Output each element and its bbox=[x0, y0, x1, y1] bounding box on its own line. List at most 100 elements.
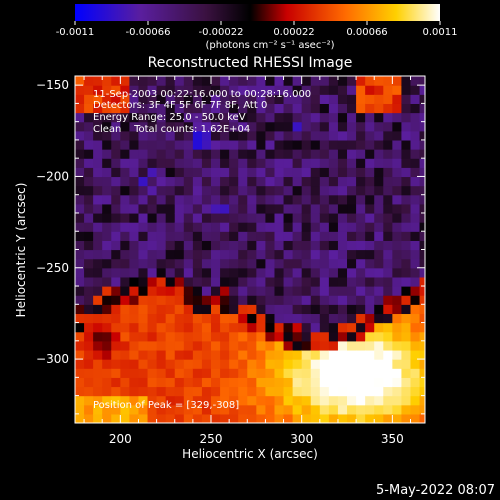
heatmap-cell bbox=[274, 276, 285, 287]
heatmap-cell bbox=[183, 231, 194, 241]
heatmap-cell bbox=[319, 185, 330, 196]
heatmap-cell bbox=[147, 377, 158, 388]
heatmap-cell bbox=[401, 304, 412, 315]
heatmap-cell bbox=[147, 203, 158, 214]
heatmap-cell bbox=[211, 76, 221, 86]
heatmap-cell bbox=[138, 167, 149, 178]
heatmap-cell bbox=[120, 222, 131, 232]
heatmap-cell bbox=[383, 331, 393, 342]
annotation-time-range: 11-Sep-2003 00:22:16.000 to 00:28:16.000 bbox=[93, 89, 311, 100]
heatmap-cell bbox=[238, 185, 248, 196]
heatmap-cell bbox=[401, 112, 412, 123]
heatmap-cell bbox=[383, 368, 393, 378]
heatmap-cell bbox=[220, 404, 230, 415]
heatmap-cell bbox=[328, 331, 339, 342]
heatmap-cell bbox=[129, 258, 140, 269]
heatmap-cell bbox=[84, 94, 94, 104]
heatmap-cell bbox=[102, 103, 112, 114]
heatmap-cell bbox=[111, 149, 121, 159]
heatmap-cell bbox=[111, 413, 121, 423]
heatmap-cell bbox=[84, 377, 94, 388]
heatmap-cell bbox=[319, 149, 330, 159]
heatmap-cell bbox=[419, 121, 425, 132]
heatmap-cell bbox=[356, 212, 366, 223]
heatmap-cell bbox=[310, 276, 321, 287]
heatmap-cell bbox=[392, 231, 403, 241]
heatmap-cell bbox=[174, 130, 185, 141]
heatmap-cell bbox=[319, 139, 330, 150]
heatmap-cell bbox=[265, 340, 276, 351]
heatmap-cell bbox=[247, 167, 257, 178]
heatmap-cell bbox=[229, 286, 239, 296]
heatmap-cell bbox=[365, 85, 375, 95]
annotation-detectors: Detectors: 3F 4F 5F 6F 7F 8F, Att 0 bbox=[93, 100, 267, 111]
heatmap-cell bbox=[201, 276, 212, 287]
heatmap-cell bbox=[301, 295, 312, 305]
heatmap-cell bbox=[292, 377, 303, 388]
heatmap-cell bbox=[238, 158, 248, 168]
heatmap-cell bbox=[192, 130, 203, 141]
heatmap-cell bbox=[220, 267, 230, 278]
heatmap-cell bbox=[247, 203, 257, 214]
heatmap-cell bbox=[419, 240, 425, 251]
heatmap-cell bbox=[75, 185, 85, 196]
heatmap-cell bbox=[283, 240, 294, 251]
heatmap-cell bbox=[337, 313, 348, 324]
heatmap-cell bbox=[156, 368, 167, 378]
heatmap-cell bbox=[229, 85, 239, 95]
heatmap-cell bbox=[229, 194, 239, 205]
heatmap-cell bbox=[337, 212, 348, 223]
heatmap-cell bbox=[310, 413, 321, 423]
heatmap-cell bbox=[310, 295, 321, 305]
heatmap-cell bbox=[337, 121, 348, 132]
heatmap-cell bbox=[256, 322, 267, 333]
heatmap-cell bbox=[292, 331, 303, 342]
heatmap-cell bbox=[165, 368, 176, 378]
heatmap-cell bbox=[319, 395, 330, 406]
heatmap-cell bbox=[347, 386, 357, 397]
heatmap-cell bbox=[356, 112, 366, 123]
heatmap-cell bbox=[310, 231, 321, 241]
heatmap-cell bbox=[383, 249, 393, 260]
heatmap-cell bbox=[292, 276, 303, 287]
heatmap-cell bbox=[347, 404, 357, 415]
heatmap-cell bbox=[392, 322, 403, 333]
heatmap-cell bbox=[120, 368, 131, 378]
heatmap-cell bbox=[129, 286, 140, 296]
heatmap-cell bbox=[238, 130, 248, 141]
heatmap-cell bbox=[356, 304, 366, 315]
heatmap-cell bbox=[229, 340, 239, 351]
heatmap-cell bbox=[310, 222, 321, 232]
peak-position-label: Position of Peak = [329,-308] bbox=[93, 400, 239, 411]
heatmap-cell bbox=[401, 85, 412, 95]
heatmap-cell bbox=[220, 85, 230, 95]
heatmap-cell bbox=[337, 158, 348, 168]
heatmap-cell bbox=[319, 359, 330, 369]
heatmap-cell bbox=[247, 413, 257, 423]
heatmap-cell bbox=[165, 331, 176, 342]
heatmap-cell bbox=[102, 331, 112, 342]
heatmap-cell bbox=[111, 286, 121, 296]
heatmap-cell bbox=[111, 112, 121, 123]
heatmap-cell bbox=[183, 286, 194, 296]
heatmap-cell bbox=[111, 158, 121, 168]
heatmap-cell bbox=[174, 331, 185, 342]
heatmap-cell bbox=[229, 413, 239, 423]
heatmap-cell bbox=[356, 267, 366, 278]
heatmap-cell bbox=[192, 139, 203, 150]
heatmap-cell bbox=[392, 240, 403, 251]
heatmap-cell bbox=[410, 276, 421, 287]
heatmap-cell bbox=[419, 331, 425, 342]
heatmap-cell bbox=[229, 212, 239, 223]
heatmap-cell bbox=[356, 249, 366, 260]
heatmap-cell bbox=[274, 386, 285, 397]
heatmap-cell bbox=[84, 304, 94, 315]
heatmap-cell bbox=[156, 203, 167, 214]
heatmap-cell bbox=[211, 121, 221, 132]
heatmap-cell bbox=[410, 304, 421, 315]
heatmap-cell bbox=[301, 139, 312, 150]
heatmap-cell bbox=[120, 304, 131, 315]
heatmap-cell bbox=[84, 276, 94, 287]
heatmap-cell bbox=[319, 203, 330, 214]
heatmap-cell bbox=[75, 322, 85, 333]
